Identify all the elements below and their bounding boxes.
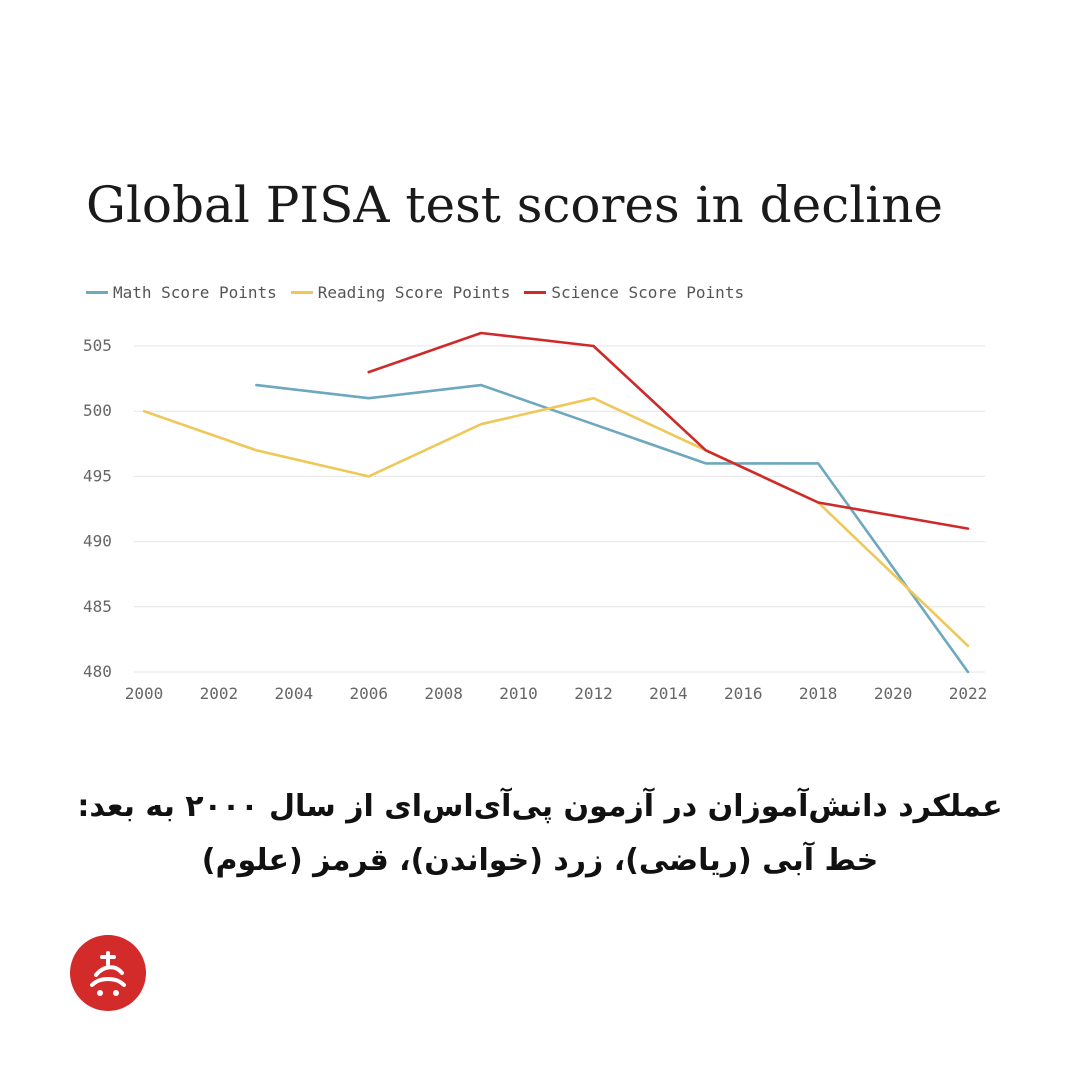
x-tick-label-2004: 2004 [275,684,314,703]
legend-swatch-reading [290,290,313,294]
x-tick-label-2016: 2016 [724,684,763,703]
line-chart: 480 485 490 495 500 505 2000 2002 2004 2006 2008 20… [83,331,988,703]
x-tick-label-2010: 2010 [499,684,538,703]
caption-line-2: خط آبی (ریاضی)، زرد (خواندن)، قرمز (علوم… [201,843,879,878]
x-tick-label-2008: 2008 [424,684,463,703]
series-line-math [255,383,970,674]
persian-caption: عملکرد دانش‌آموزان در آزمون پی‌آی‌اس‌ای … [40,780,1040,888]
y-tick-label-495: 495 [83,466,112,485]
legend-item-math: Math Score Points [86,283,277,302]
series-line-reading [142,396,970,648]
caption-line-1: عملکرد دانش‌آموزان در آزمون پی‌آی‌اس‌ای … [77,789,1003,824]
legend-item-science: Science Score Points [524,283,744,302]
x-tick-label-2022: 2022 [949,684,988,703]
publisher-logo-icon [70,935,146,1011]
legend-label-math: Math Score Points [113,282,277,302]
x-tick-label-2014: 2014 [649,684,688,703]
x-tick-label-2018: 2018 [799,684,838,703]
logo-mark-icon [90,951,126,996]
y-tick-label-485: 485 [83,597,112,616]
chart-legend: Math Score Points Reading Score Points S… [86,282,758,302]
legend-label-reading: Reading Score Points [317,282,511,302]
legend-item-reading: Reading Score Points [290,282,511,302]
y-tick-label-500: 500 [83,401,112,420]
y-tick-label-505: 505 [83,336,112,355]
series-line-science [367,331,970,530]
x-tick-label-2012: 2012 [574,684,613,703]
chart-title: Global PISA test scores in decline [86,176,943,234]
x-tick-label-2002: 2002 [200,684,239,703]
legend-swatch-science [524,290,547,294]
y-tick-label-490: 490 [83,532,112,551]
y-tick-label-480: 480 [83,662,112,681]
x-tick-label-2020: 2020 [874,684,913,703]
x-tick-label-2006: 2006 [349,684,388,703]
x-tick-label-2000: 2000 [125,684,164,703]
legend-label-science: Science Score Points [551,282,745,302]
legend-swatch-math [86,290,108,294]
